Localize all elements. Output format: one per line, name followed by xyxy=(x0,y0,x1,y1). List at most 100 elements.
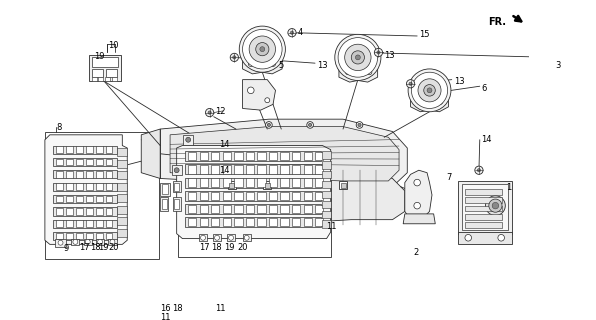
Bar xyxy=(188,179,197,187)
Bar xyxy=(281,192,288,200)
Bar xyxy=(458,181,512,235)
Circle shape xyxy=(374,48,383,57)
Text: 18: 18 xyxy=(211,243,222,252)
Bar xyxy=(57,208,63,215)
Bar xyxy=(200,218,208,226)
Bar xyxy=(303,152,312,160)
Circle shape xyxy=(288,28,296,37)
Circle shape xyxy=(271,61,275,67)
Bar xyxy=(188,218,197,226)
Circle shape xyxy=(98,239,103,244)
Bar xyxy=(303,218,312,226)
Bar xyxy=(223,152,231,160)
Bar xyxy=(465,206,502,212)
Bar xyxy=(227,235,235,241)
Bar xyxy=(315,152,323,160)
Circle shape xyxy=(437,100,443,104)
Circle shape xyxy=(200,235,206,240)
Bar xyxy=(106,208,113,215)
Bar xyxy=(117,183,128,191)
Polygon shape xyxy=(160,119,407,187)
Bar xyxy=(66,233,73,239)
Text: FR.: FR. xyxy=(488,17,506,27)
Circle shape xyxy=(492,202,499,209)
Bar xyxy=(86,220,92,227)
Text: 9: 9 xyxy=(63,244,69,253)
Text: 12: 12 xyxy=(215,107,226,116)
Bar xyxy=(211,179,219,187)
Bar xyxy=(257,179,266,187)
Bar xyxy=(322,191,331,198)
Bar xyxy=(160,197,169,211)
Bar xyxy=(53,146,117,154)
Bar xyxy=(173,181,181,192)
Bar xyxy=(53,158,117,166)
Circle shape xyxy=(408,69,451,112)
Polygon shape xyxy=(141,129,160,179)
Text: 5: 5 xyxy=(278,61,283,70)
Polygon shape xyxy=(458,232,512,244)
Bar xyxy=(188,165,197,173)
Circle shape xyxy=(247,87,254,94)
Bar xyxy=(117,148,128,156)
Circle shape xyxy=(174,168,179,173)
Circle shape xyxy=(477,169,480,172)
Bar xyxy=(92,77,97,81)
Bar xyxy=(174,183,179,191)
Bar xyxy=(322,211,331,218)
Bar xyxy=(111,77,117,81)
Bar xyxy=(66,146,73,153)
Bar xyxy=(76,159,83,165)
Text: 11: 11 xyxy=(160,313,170,320)
Circle shape xyxy=(244,235,249,240)
Bar xyxy=(315,165,323,173)
Circle shape xyxy=(355,55,361,60)
Circle shape xyxy=(344,44,371,71)
Bar xyxy=(315,192,323,200)
Bar xyxy=(223,205,231,213)
Bar xyxy=(234,218,243,226)
Bar xyxy=(281,205,288,213)
Bar xyxy=(315,179,323,187)
Bar xyxy=(200,179,208,187)
Circle shape xyxy=(266,122,272,128)
Bar xyxy=(246,165,254,173)
Circle shape xyxy=(110,239,115,244)
Bar xyxy=(257,205,266,213)
Bar xyxy=(269,218,277,226)
Circle shape xyxy=(338,38,378,77)
Bar xyxy=(66,196,73,202)
Bar xyxy=(86,183,92,190)
Bar xyxy=(292,205,300,213)
Bar xyxy=(53,220,117,228)
Circle shape xyxy=(335,34,381,80)
Bar xyxy=(322,181,331,188)
Bar xyxy=(263,181,271,189)
Bar xyxy=(339,181,347,189)
Bar xyxy=(66,220,73,227)
Bar xyxy=(269,192,277,200)
Bar xyxy=(315,218,323,226)
Text: 4: 4 xyxy=(298,28,303,37)
Circle shape xyxy=(424,84,435,96)
Bar xyxy=(117,160,128,168)
Text: 19: 19 xyxy=(94,52,105,61)
Circle shape xyxy=(208,111,211,114)
Circle shape xyxy=(427,88,432,93)
Bar xyxy=(86,196,92,202)
Bar xyxy=(86,159,92,165)
Circle shape xyxy=(358,123,361,127)
Text: 19: 19 xyxy=(224,243,234,252)
Text: 13: 13 xyxy=(316,61,327,70)
Bar xyxy=(234,192,243,200)
Circle shape xyxy=(486,196,505,216)
Text: 7: 7 xyxy=(446,173,451,182)
Circle shape xyxy=(377,51,380,54)
Bar xyxy=(53,207,117,216)
Bar xyxy=(89,55,120,81)
Polygon shape xyxy=(170,127,399,181)
Text: 20: 20 xyxy=(238,243,248,252)
Bar xyxy=(322,151,331,159)
Circle shape xyxy=(206,108,214,117)
Bar xyxy=(66,171,73,178)
